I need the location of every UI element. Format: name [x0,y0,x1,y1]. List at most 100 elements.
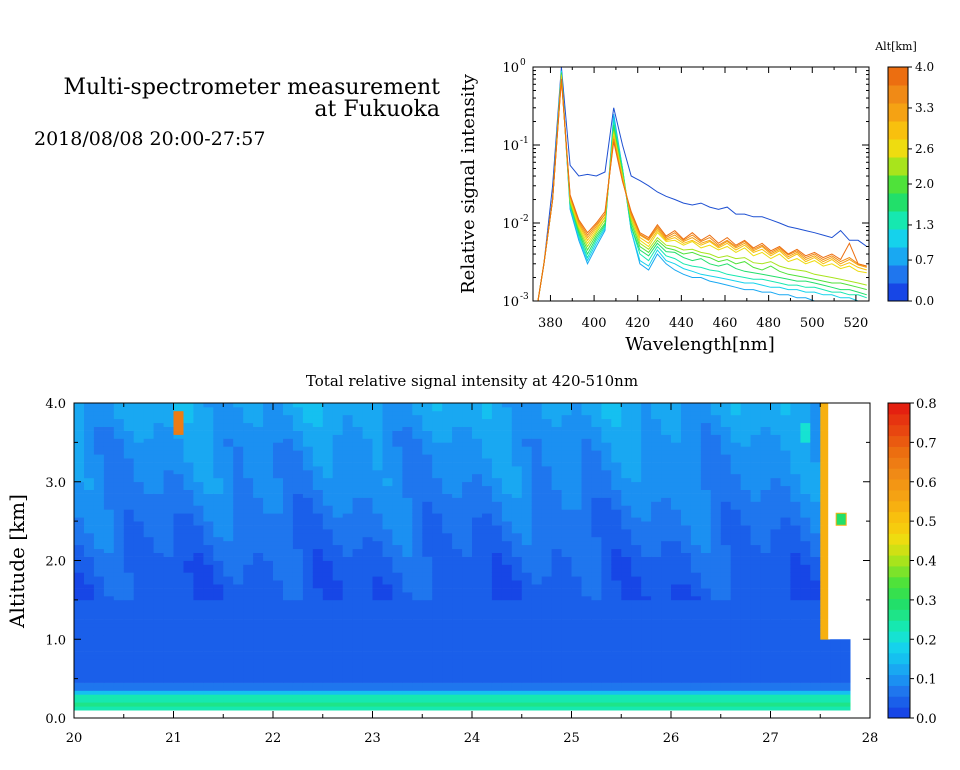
heatmap-cell [501,643,513,648]
heatmap-cell [452,627,463,632]
heatmap-cell [561,635,572,640]
heatmap-cell [233,552,244,557]
heatmap-cell [561,469,572,475]
heatmap-cell [501,477,513,483]
heatmap-cell [392,588,403,593]
heatmap-cell [183,406,194,412]
heatmap-cell [482,556,493,561]
heatmap-cell [501,532,513,538]
heatmap-cell [482,560,493,565]
heatmap-cell [462,536,473,542]
heatmap-cell [183,442,194,447]
heatmap-cell [84,532,95,538]
heatmap-cell [661,607,672,613]
heatmap-cell [223,576,234,581]
heatmap-cell [302,560,314,565]
heatmap-cell [273,686,284,691]
heatmap-cell [472,505,483,510]
heatmap-cell [74,588,85,593]
heatmap-cell [253,588,264,593]
heatmap-cell [382,702,393,707]
heatmap-cell [482,477,493,483]
heatmap-cell [153,603,164,609]
heatmap-cell [183,485,194,490]
heatmap-cell [203,521,214,526]
heatmap-cell [651,536,662,542]
heatmap-cell [541,485,553,490]
heatmap-cell [452,434,463,439]
heatmap-cell [342,623,354,628]
heatmap-cell [362,643,373,648]
heatmap-cell [541,552,553,557]
heatmap-cell [561,501,572,506]
heatmap-cell [273,678,284,683]
heatmap-cell [213,592,224,597]
heatmap-cell [193,536,204,542]
heatmap-cell [412,426,423,431]
heatmap-cell [511,631,523,636]
heatmap-cell [352,473,363,479]
heatmap-cell [482,666,493,672]
heatmap-cell [283,438,294,443]
heatmap-cell [173,422,184,427]
heatmap-cell [412,446,423,451]
heatmap-cell [561,438,572,443]
heatmap-cell [571,477,582,483]
heatmap-cell [133,544,145,550]
heatmap-cell [621,548,632,553]
heatmap-cell [482,473,493,479]
heatmap-cell [561,686,572,691]
heatmap-cell [491,702,503,707]
heatmap-cell [531,406,543,412]
heatmap-cell [462,493,473,498]
heatmap-cell [561,548,572,553]
heatmap-cell [243,580,254,585]
heatmap-cell [452,631,463,636]
heatmap-cell [263,674,274,679]
heatmap-cell [511,682,523,687]
heatmap-cell [302,521,314,526]
heatmap-cell [402,548,413,553]
heatmap-cell [183,698,194,703]
heatmap-cell [93,497,105,502]
heatmap-cell [163,568,174,573]
heatmap-cell [661,556,672,561]
heatmap-cell [422,576,433,581]
heatmap-cell [213,497,224,502]
heatmap-cell [482,588,493,593]
heatmap-cell [491,536,503,542]
heatmap-cell [571,406,582,412]
heatmap-cell [551,639,562,644]
heatmap-cell [621,643,632,648]
heatmap-cell [422,462,433,467]
heatmap-cell [362,477,373,483]
heatmap-cell [581,501,592,506]
heatmap-cell [571,497,582,502]
heatmap-cell [163,552,174,557]
heatmap-cell [482,414,493,420]
heatmap-cell [273,450,284,455]
heatmap-cell [442,674,453,679]
heatmap-cell [312,403,324,408]
heatmap-cell [163,686,174,691]
heatmap-cell [611,418,622,424]
heatmap-cell [84,406,95,412]
heatmap-cell [123,592,135,597]
heatmap-cell [462,529,473,534]
heatmap-cell [671,643,682,648]
heatmap-cell [631,517,642,522]
heatmap-cell [531,706,543,711]
heatmap-cell [511,560,523,565]
heatmap-cell [541,580,553,585]
heatmap-cell [193,698,204,703]
heatmap-cell [661,686,672,691]
heatmap-cell [74,446,85,451]
heatmap-cell [312,643,324,648]
heatmap-cell [233,422,244,427]
heatmap-cell [133,536,145,542]
heatmap-cell [601,595,612,601]
heatmap-cell [442,643,453,648]
heatmap-cell [223,513,234,518]
heatmap-cell [362,607,373,613]
heatmap-cell [422,580,433,585]
